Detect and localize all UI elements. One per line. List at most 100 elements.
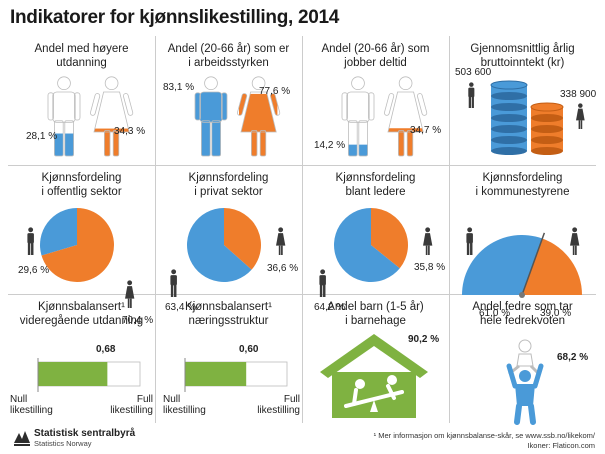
footnote-line1: ¹ Mer informasjon om kjønnsbalanse-skår,…: [373, 431, 595, 440]
woman-icon: [90, 76, 134, 157]
gauge-needle: [521, 232, 546, 296]
cell-title: Andel barn (1-5 år) i barnehage: [327, 301, 424, 327]
cell-title: Andel (20-66 år) som er i arbeidsstyrken: [167, 43, 290, 69]
grid-divider: [302, 36, 303, 423]
parttime-figures: [341, 76, 428, 157]
cell-title: Kjønnsfordeling i privat sektor: [188, 172, 269, 198]
men-value: 61,0 %: [479, 308, 511, 319]
father-legs: [514, 403, 536, 425]
man-icon: [341, 76, 375, 157]
bar-max-label: Full likestilling: [257, 394, 300, 416]
cell-municipal-councils: Kjønnsfordeling i kommunestyrene 61,0 % …: [449, 165, 596, 319]
house-roof: [320, 334, 428, 378]
women-value: 34,3 %: [114, 126, 146, 137]
child-body: [516, 353, 534, 367]
woman-icon: [423, 227, 433, 255]
women-value: 34,7 %: [410, 125, 442, 136]
pie-slice-women: [224, 208, 261, 270]
logo-line1: Statistisk sentralbyrå: [34, 428, 136, 439]
women-value: 35,8 %: [414, 262, 446, 273]
women-value: 70,4 %: [122, 315, 154, 326]
man-icon: [47, 76, 81, 157]
men-value: 28,1 %: [26, 131, 58, 142]
child-head: [355, 379, 365, 389]
man-icon: [170, 269, 177, 297]
cell-private-sector: Kjønnsfordeling i privat sektor 63,4 % 3…: [155, 165, 302, 313]
cell-title: Andel med høyere utdanning: [34, 43, 129, 69]
education-balance-bar: [37, 358, 141, 392]
house-icon: [320, 334, 428, 418]
cell-title: Kjønnsfordeling i kommunestyrene: [475, 172, 570, 198]
managers-pie: [319, 208, 433, 297]
logo-line2: Statistics Norway: [34, 439, 92, 448]
woman-icon: [570, 227, 580, 255]
seesaw-base: [370, 400, 378, 412]
women-value: 39,0 %: [540, 308, 572, 319]
bar-value: 0,60: [239, 344, 259, 355]
man-icon: [468, 82, 475, 108]
ssb-logo-icon: [14, 431, 30, 446]
child-head: [518, 339, 532, 353]
father-child-icon: [506, 339, 544, 425]
kindergarten-value: 90,2 %: [408, 334, 440, 345]
father-child: [506, 339, 544, 425]
indicator-grid: Andel med høyere utdanning 28,1 % 34,3 %…: [8, 36, 597, 425]
cell-title: Andel fedre som tar hele fedrekvoten: [472, 301, 573, 327]
bar-value: 0,68: [96, 344, 116, 355]
gauge-men: [462, 235, 543, 295]
footnote: ¹ Mer informasjon om kjønnsbalanse-skår,…: [374, 431, 595, 451]
men-value: 64,2 %: [314, 302, 346, 313]
council-gauge: [462, 227, 582, 298]
women-value: 338 900: [560, 89, 597, 100]
industry-balance-bar: [184, 358, 288, 392]
paternity-value: 68,2 %: [557, 352, 589, 363]
cell-industry-balance: Kjønnsbalansert¹ næringsstruktur 0,60 Nu…: [155, 294, 302, 423]
child-head: [387, 375, 397, 385]
man-icon: [319, 269, 326, 297]
cell-title: Andel (20-66 år) som jobber deltid: [321, 43, 430, 69]
kindergarten-house: [320, 334, 428, 418]
grid-divider: [8, 165, 596, 166]
child-body: [352, 384, 396, 406]
women-value: 77,6 %: [259, 86, 291, 97]
page-title: Indikatorer for kjønnslikestilling, 2014: [10, 7, 340, 28]
woman-icon: [576, 103, 585, 129]
footnote-line2: Ikoner: Flaticon.com: [527, 441, 595, 450]
income-chart: [468, 80, 585, 155]
gauge-pivot: [519, 292, 525, 298]
father-head: [519, 370, 531, 382]
men-value: 83,1 %: [163, 82, 195, 93]
cell-higher-education: Andel med høyere utdanning 28,1 % 34,3 %: [8, 36, 155, 165]
cell-title: Gjennomsnittlig årlig bruttoinntekt (kr): [470, 43, 575, 69]
pie-slice-women: [41, 208, 114, 282]
cell-labour-force: Andel (20-66 år) som er i arbeidsstyrken…: [155, 36, 302, 165]
bar-fill: [38, 362, 108, 386]
cell-paternity-quota: Andel fedre som tar hele fedrekvoten 68,…: [449, 294, 596, 425]
woman-icon: [276, 227, 286, 255]
cell-part-time: Andel (20-66 år) som jobber deltid 14,2 …: [302, 36, 449, 165]
men-value: 14,2 %: [314, 140, 346, 151]
pie-slice-men: [334, 208, 400, 282]
public-pie: [27, 208, 135, 308]
grid-divider: [449, 36, 450, 423]
cell-title: Kjønnsbalansert¹ næringsstruktur: [185, 301, 272, 327]
gauge-women: [522, 238, 582, 295]
woman-icon: [384, 76, 428, 157]
women-coin-stack: [530, 102, 564, 155]
men-value: 29,6 %: [18, 265, 50, 276]
education-figures: [47, 76, 134, 157]
cell-education-balance: Kjønnsbalansert¹ videregående utdanning …: [8, 294, 155, 423]
man-icon: [466, 227, 473, 255]
bar-min-label: Null likestilling: [10, 394, 53, 416]
father-arms: [506, 363, 544, 389]
pie-slice-women: [371, 208, 408, 269]
man-icon: [194, 76, 228, 157]
bar-fill: [185, 362, 247, 386]
cell-title: Kjønnsfordeling blant ledere: [335, 172, 416, 198]
women-value: 36,6 %: [267, 263, 299, 274]
father-body: [515, 384, 535, 406]
woman-icon: [125, 280, 135, 308]
cell-kindergarten: Andel barn (1-5 år) i barnehage 90,2 %: [302, 294, 449, 423]
men-value: 63,4 %: [165, 302, 197, 313]
bar-min-label: Null likestilling: [163, 394, 206, 416]
